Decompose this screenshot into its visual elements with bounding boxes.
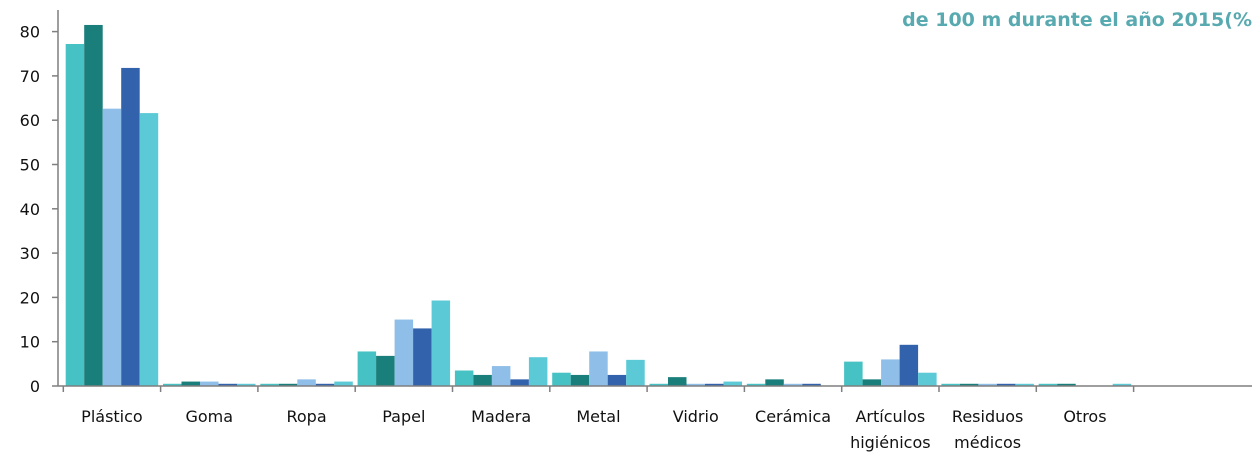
bar bbox=[783, 383, 803, 386]
bar bbox=[881, 359, 900, 386]
bar bbox=[102, 108, 122, 387]
bar bbox=[862, 379, 882, 386]
x-tick-label: Plástico bbox=[81, 407, 143, 426]
bars-group bbox=[65, 24, 1132, 387]
bar bbox=[765, 379, 784, 386]
x-tick-label: Vidrio bbox=[673, 407, 719, 426]
bar bbox=[278, 383, 298, 386]
x-tick-label: Cerámica bbox=[755, 407, 831, 426]
bar bbox=[746, 383, 766, 386]
bar bbox=[552, 372, 571, 386]
bar bbox=[1015, 383, 1034, 386]
bar bbox=[607, 374, 627, 386]
bar bbox=[473, 374, 492, 386]
bar bbox=[237, 383, 256, 386]
y-tick-label: 30 bbox=[20, 244, 40, 263]
y-tick-label: 0 bbox=[30, 377, 40, 396]
bar bbox=[570, 374, 590, 386]
bar bbox=[668, 377, 687, 386]
y-tick-label: 40 bbox=[20, 200, 40, 219]
x-tick-label: higiénicos bbox=[850, 433, 931, 452]
x-axis: Plástico Goma Ropa Papel Madera Metal Vidrio Ce… bbox=[58, 385, 1252, 452]
bar bbox=[491, 366, 511, 386]
bar bbox=[844, 361, 863, 386]
bar bbox=[510, 379, 529, 386]
bar bbox=[163, 383, 182, 386]
bar bbox=[589, 351, 608, 386]
bar bbox=[121, 67, 140, 387]
bar bbox=[959, 383, 979, 386]
x-tick-label: Metal bbox=[576, 407, 620, 426]
bar bbox=[334, 381, 353, 386]
y-tick-label: 70 bbox=[20, 67, 40, 86]
bar bbox=[84, 24, 103, 387]
bar bbox=[260, 383, 279, 386]
x-tick-label: Artículos bbox=[855, 407, 925, 426]
y-tick-label: 50 bbox=[20, 156, 40, 175]
bar bbox=[899, 344, 919, 386]
bar bbox=[996, 383, 1016, 386]
bar bbox=[626, 359, 645, 386]
x-tick-label: Otros bbox=[1063, 407, 1106, 426]
y-tick-label: 60 bbox=[20, 111, 40, 130]
bar bbox=[376, 355, 395, 386]
chart-title-line: de 100 m durante el año 2015(% bbox=[902, 9, 1252, 31]
bar bbox=[413, 328, 432, 386]
x-tick-label: Ropa bbox=[286, 407, 326, 426]
bar bbox=[218, 383, 237, 386]
bar bbox=[431, 300, 451, 386]
bar bbox=[1057, 383, 1076, 386]
bar bbox=[941, 383, 960, 386]
x-tick-label: Goma bbox=[185, 407, 233, 426]
x-tick-label: Madera bbox=[471, 407, 531, 426]
y-tick-label: 20 bbox=[20, 288, 40, 307]
bar bbox=[1112, 383, 1132, 386]
bar bbox=[139, 113, 159, 387]
bar bbox=[315, 383, 335, 386]
chart-title: de 100 m durante el año 2015(% bbox=[902, 9, 1252, 31]
bar bbox=[297, 379, 316, 386]
bar bbox=[1038, 383, 1058, 386]
bar bbox=[723, 381, 742, 386]
y-tick-label: 10 bbox=[20, 333, 40, 352]
y-tick-label: 80 bbox=[20, 23, 40, 42]
bar bbox=[200, 381, 219, 386]
bar bbox=[454, 370, 474, 386]
bar bbox=[686, 383, 705, 386]
bar bbox=[528, 357, 548, 386]
bar bbox=[181, 381, 200, 386]
bar bbox=[705, 383, 724, 386]
bar bbox=[649, 383, 668, 386]
bar bbox=[357, 351, 377, 386]
bar bbox=[394, 319, 414, 386]
x-tick-label: médicos bbox=[954, 433, 1021, 452]
bar bbox=[65, 44, 85, 386]
y-axis: 0 10 20 30 40 50 60 70 80 bbox=[20, 10, 59, 396]
bar bbox=[802, 383, 821, 386]
x-tick-label: Residuos bbox=[952, 407, 1023, 426]
bar bbox=[918, 372, 937, 386]
x-tick-label: Papel bbox=[382, 407, 425, 426]
bar bbox=[978, 383, 997, 386]
